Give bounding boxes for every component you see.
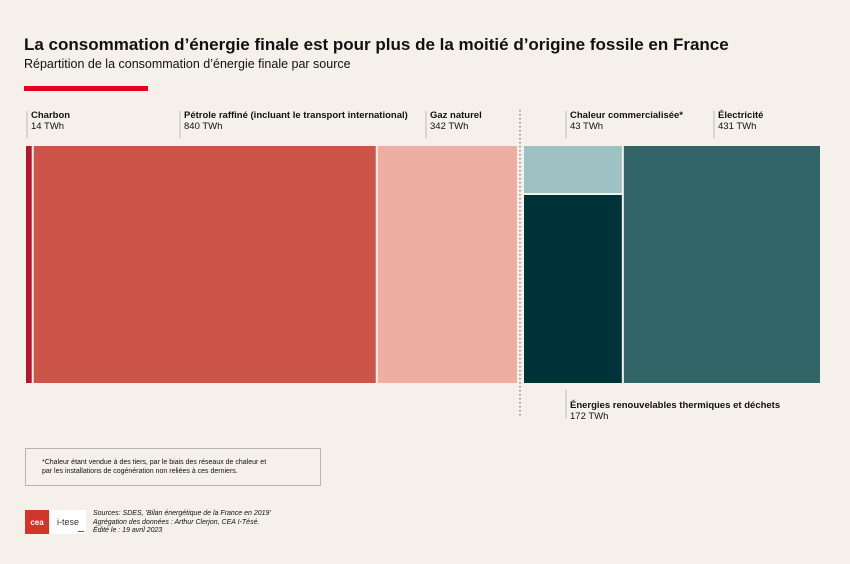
enr-label: Énergies renouvelables thermiques et déc…: [570, 400, 780, 411]
chart-subtitle: Répartition de la consommation d’énergie…: [24, 57, 351, 71]
block-gaz-naturel: [377, 146, 517, 383]
charbon-value: 14 TWh: [31, 121, 64, 132]
block-electricite: [623, 146, 820, 383]
gaz-label: Gaz naturel: [430, 110, 482, 121]
charbon-label: Charbon: [31, 110, 70, 121]
sources-line-2: Agrégation des données : Arthur Clerjon,…: [93, 518, 260, 526]
sources-block: Sources: SDES, 'Bilan énergétique de la …: [93, 510, 271, 536]
electricite-value: 431 TWh: [718, 121, 756, 132]
electricite-label: Électricité: [718, 110, 763, 121]
footnote-box: *Chaleur étant vendue à des tiers, par l…: [25, 448, 321, 486]
block-petrole-raffine-incluant-le-transport-international: [33, 146, 376, 383]
itese-logo: i-tese: [50, 510, 86, 534]
enr-value: 172 TWh: [570, 411, 608, 422]
gaz-value: 342 TWh: [430, 121, 468, 132]
chaleur-label: Chaleur commercialisée*: [570, 110, 683, 121]
block-charbon: [26, 146, 32, 383]
block-chaleur-commercialisee: [524, 146, 622, 193]
chaleur-value: 43 TWh: [570, 121, 603, 132]
footnote-line-1: *Chaleur étant vendue à des tiers, par l…: [42, 459, 267, 466]
chart-title: La consommation d’énergie finale est pou…: [24, 35, 729, 54]
sources-line-3: Édité le : 19 avril 2023: [93, 527, 163, 534]
block-energies-renouvelables-thermiques-et-dechets: [524, 195, 622, 383]
accent-bar: [24, 86, 148, 91]
petrole-label: Pétrole raffiné (incluant le transport i…: [184, 110, 408, 121]
petrole-value: 840 TWh: [184, 121, 222, 132]
cea-logo: cea: [25, 510, 49, 534]
footnote-line-2: par les installations de cogénération no…: [42, 468, 238, 475]
sources-line-1: Sources: SDES, 'Bilan énergétique de la …: [93, 510, 271, 517]
